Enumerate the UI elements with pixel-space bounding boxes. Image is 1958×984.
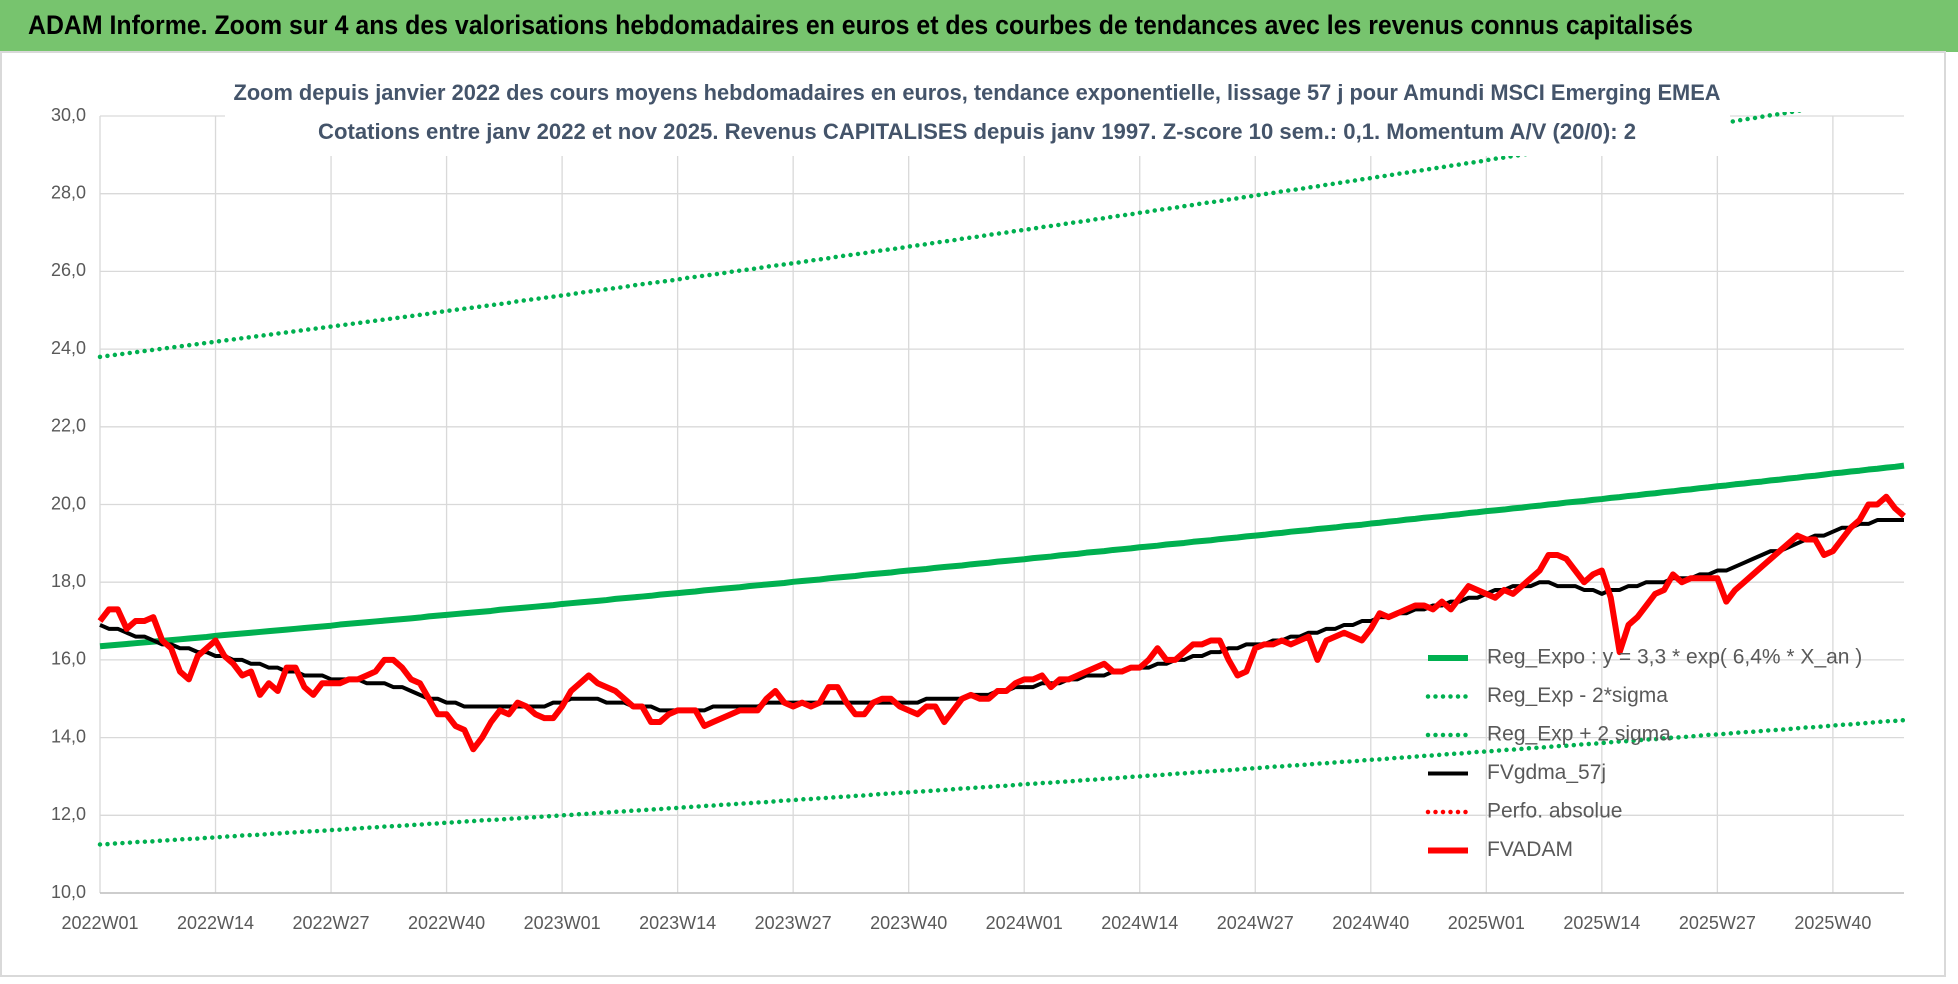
x-tick-label: 2025W27 (1679, 913, 1756, 933)
legend-label: Perfo. absolue (1487, 800, 1622, 823)
y-tick-label: 14,0 (51, 726, 86, 746)
y-tick-label: 10,0 (51, 882, 86, 902)
chart-border (0, 51, 1946, 977)
chart-subtitle: Cotations entre janv 2022 et nov 2025. R… (318, 119, 1636, 144)
x-tick-label: 2024W01 (986, 913, 1063, 933)
y-tick-label: 20,0 (51, 493, 86, 513)
y-tick-label: 22,0 (51, 416, 86, 436)
series-line (97, 493, 1906, 753)
x-tick-label: 2024W40 (1332, 913, 1409, 933)
y-tick-label: 24,0 (51, 338, 86, 358)
legend-label: Reg_Expo : y = 3,3 * exp( 6,4% * X_an ) (1487, 646, 1862, 669)
x-tick-label: 2022W40 (408, 913, 485, 933)
legend-label: FVgdma_57j (1487, 761, 1606, 784)
header-title: ADAM Informe. Zoom sur 4 ans des valoris… (28, 10, 1693, 40)
x-tick-label: 2023W01 (524, 913, 601, 933)
x-tick-label: 2023W14 (639, 913, 716, 933)
y-tick-label: 18,0 (51, 571, 86, 591)
x-tick-label: 2023W40 (870, 913, 947, 933)
header-bar (0, 0, 1958, 52)
chart-title: Zoom depuis janvier 2022 des cours moyen… (234, 80, 1721, 105)
x-tick-label: 2025W14 (1563, 913, 1640, 933)
y-tick-label: 28,0 (51, 182, 86, 202)
x-tick-label: 2022W14 (177, 913, 254, 933)
x-tick-label: 2022W27 (293, 913, 370, 933)
x-tick-label: 2025W01 (1448, 913, 1525, 933)
x-tick-label: 2024W14 (1101, 913, 1178, 933)
plot-lines (97, 112, 1907, 847)
x-tick-label: 2022W01 (61, 913, 138, 933)
x-tick-label: 2024W27 (1217, 913, 1294, 933)
title-box (225, 72, 1730, 156)
y-tick-label: 16,0 (51, 649, 86, 669)
y-tick-label: 26,0 (51, 260, 86, 280)
legend-label: Reg_Exp + 2 sigma (1487, 723, 1671, 746)
legend: Reg_Expo : y = 3,3 * exp( 6,4% * X_an ) R… (1425, 646, 1862, 861)
series-line (97, 717, 1907, 847)
y-tick-label: 30,0 (51, 105, 86, 125)
y-tick-label: 12,0 (51, 804, 86, 824)
series-line (99, 462, 1905, 650)
grid: 10,0 12,0 14,0 16,0 18,0 20,0 22,0 24,0 26,0 28,0… (51, 105, 1904, 933)
legend-label: Reg_Exp - 2*sigma (1487, 684, 1668, 707)
legend-label: FVADAM (1487, 838, 1573, 861)
x-tick-label: 2023W27 (755, 913, 832, 933)
x-tick-label: 2025W40 (1794, 913, 1871, 933)
